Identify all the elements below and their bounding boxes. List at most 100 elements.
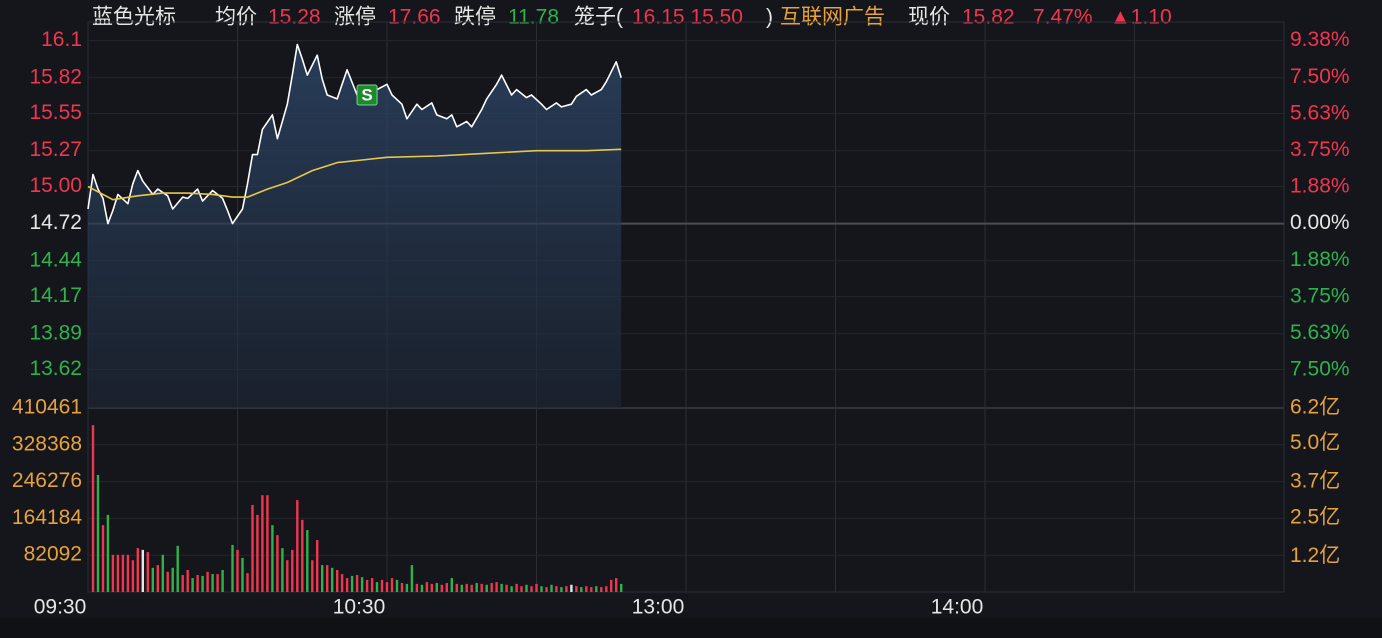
volume-bar	[460, 584, 463, 592]
y2-tick-label: 5.0亿	[1290, 431, 1340, 454]
volume-bar	[535, 583, 538, 592]
label: 跌停	[454, 6, 496, 29]
volume-bar	[525, 584, 528, 592]
volume-bar	[510, 586, 513, 592]
label: 涨停	[334, 6, 376, 29]
volume-bar	[276, 535, 279, 592]
volume-bar	[380, 579, 384, 592]
y-tick-label: 164184	[12, 506, 82, 529]
value: 7.47%	[1033, 6, 1093, 29]
volume-bar	[331, 567, 334, 592]
volume-bar	[520, 586, 523, 592]
volume-bar	[156, 565, 159, 592]
volume-bar	[281, 548, 284, 592]
volume-bar	[350, 575, 354, 592]
y2-tick-label: 7.50%	[1290, 358, 1350, 381]
label: 均价	[215, 6, 257, 29]
volume-bar	[211, 574, 214, 592]
volume-bar	[385, 582, 389, 592]
volume-bar	[176, 545, 179, 592]
y2-tick-label: 1.2亿	[1290, 544, 1340, 567]
volume-bar	[301, 519, 304, 592]
volume-bar	[236, 549, 239, 592]
y-tick-label: 82092	[24, 543, 82, 566]
y-tick-label: 15.27	[29, 138, 82, 161]
y2-tick-label: 5.63%	[1290, 101, 1350, 124]
volume-bar	[440, 584, 443, 592]
volume-bar	[121, 554, 125, 592]
volume-bar	[136, 548, 139, 592]
volume-bar	[365, 579, 369, 592]
sector[interactable]: 互联网广告	[780, 6, 885, 29]
volume-bar	[146, 552, 149, 592]
volume-bar	[231, 544, 234, 592]
volume-bar	[306, 530, 309, 592]
value: 17.66	[388, 6, 441, 29]
x-tick-label: 10:30	[333, 596, 386, 619]
volume-bar	[500, 583, 503, 592]
plot: S	[87, 43, 623, 592]
volume-bar	[455, 583, 458, 592]
volume-bar	[340, 574, 344, 592]
volume-bar	[550, 584, 553, 592]
y2-tick-label: 1.88%	[1290, 248, 1350, 271]
volume-bar	[171, 567, 174, 592]
volume-bar	[311, 560, 314, 592]
volume-bar	[585, 586, 588, 592]
value: 15.28	[268, 6, 321, 29]
volume-bar	[560, 587, 563, 592]
y2-tick-label: 3.7亿	[1290, 470, 1340, 493]
volume-bar	[181, 575, 184, 592]
y-tick-label: 15.55	[29, 101, 82, 124]
volume-bar	[116, 554, 120, 592]
volume-bar	[505, 584, 508, 592]
volume-bar	[395, 579, 399, 592]
volume-bar	[575, 586, 578, 592]
volume-bar	[131, 560, 135, 592]
volume-bar	[405, 583, 409, 592]
volume-bar	[620, 583, 623, 592]
volume-bar	[96, 475, 100, 592]
y-tick-label: 328368	[12, 432, 82, 455]
volume-bar	[480, 583, 483, 592]
volume-bar	[490, 583, 493, 592]
volume-bar	[246, 573, 249, 592]
price-area	[88, 44, 622, 408]
volume-bar	[201, 575, 204, 592]
volume-bar	[375, 582, 379, 592]
volume-bar	[565, 586, 568, 592]
stock-name: 蓝色光标	[92, 6, 176, 29]
volume-bar	[345, 578, 349, 592]
volume-bar	[266, 495, 269, 592]
y-tick-label: 246276	[12, 469, 82, 492]
y2-tick-label: 9.38%	[1290, 28, 1350, 51]
volume-bar	[111, 554, 115, 592]
volume-bar	[91, 425, 95, 592]
volume-bar	[186, 570, 189, 592]
header: 蓝色光标 均价 15.28 涨停 17.66 跌停 11.78 笼子( 16.1…	[92, 6, 1172, 29]
volume-bar	[430, 583, 433, 592]
volume-bar	[106, 514, 110, 592]
volume-bar	[370, 578, 374, 592]
volume-bar	[126, 554, 130, 592]
y-tick-label: 16.1	[41, 28, 82, 51]
volume-bar	[495, 582, 498, 592]
volume-bar	[336, 570, 339, 592]
axis-labels: 09:30 10:30 13:00 14:00 16.1 15.82 15.55 15.27 1…	[12, 28, 1350, 618]
signal-marker	[356, 84, 378, 106]
y2-tick-label: 0.00%	[1290, 211, 1350, 234]
volume-bar	[570, 584, 573, 592]
volume-bar	[465, 583, 468, 592]
volume-bar	[291, 549, 294, 592]
volume-bar	[360, 577, 364, 592]
volume-bar	[191, 578, 194, 592]
volume-bar	[415, 583, 419, 592]
volume-bar	[420, 584, 424, 592]
volume-bar	[425, 582, 429, 592]
volume-bar	[540, 586, 543, 592]
volume-bar	[595, 586, 598, 592]
volume-bar	[166, 571, 169, 592]
volume-bar	[470, 584, 473, 592]
y2-tick-label: 3.75%	[1290, 138, 1350, 161]
y-tick-label: 15.82	[29, 65, 82, 88]
